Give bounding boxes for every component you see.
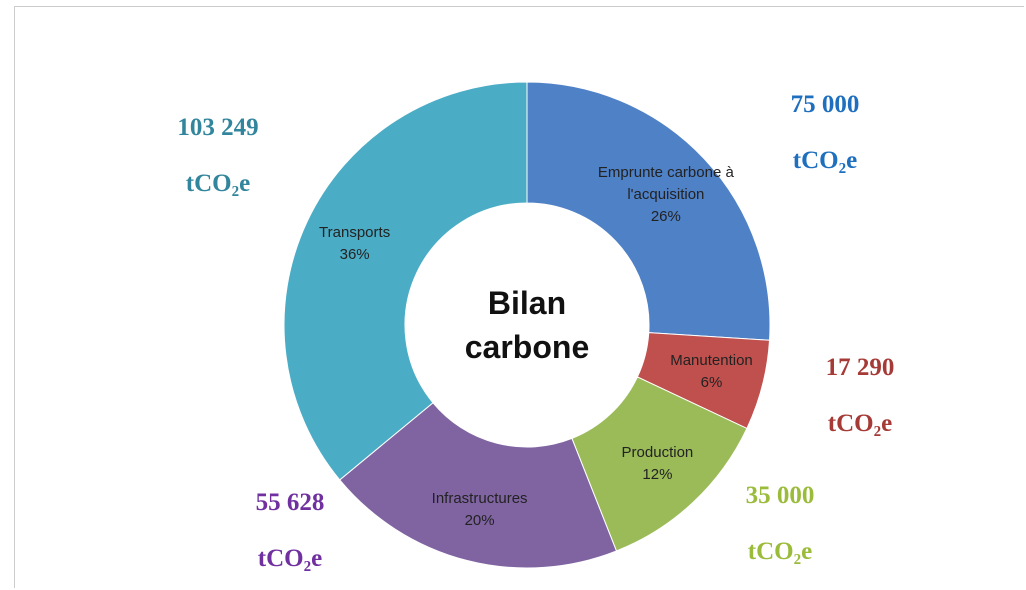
frame bbox=[14, 6, 1024, 588]
emission-label: 55 628 bbox=[255, 489, 325, 516]
segment-label: Transports 36% bbox=[319, 222, 390, 266]
emission-label: 17 290 bbox=[825, 354, 895, 381]
segment-label: Infrastructures 20% bbox=[432, 488, 528, 532]
unit-label: tCO₂e bbox=[827, 410, 893, 437]
category-label: Infrastructures bbox=[431, 489, 528, 507]
category-label: Emprunte carbone à l'acquisition bbox=[597, 163, 734, 203]
emission-label: 75 000 bbox=[790, 91, 860, 118]
unit-label: tCO₂e bbox=[747, 538, 813, 565]
donut-segment bbox=[526, 81, 771, 341]
unit-label: tCO₂e bbox=[792, 147, 858, 174]
category-label: Manutention bbox=[670, 352, 753, 370]
unit-label: tCO₂e bbox=[185, 170, 251, 197]
category-label: Production bbox=[621, 443, 694, 461]
segment-label: Emprunte carbone à l'acquisition 26% bbox=[576, 162, 756, 228]
donut-segment bbox=[571, 376, 748, 552]
unit-label: tCO₂e bbox=[257, 545, 323, 572]
value-label: 12% bbox=[642, 465, 673, 483]
value-label: 26% bbox=[650, 207, 681, 225]
value-label: 20% bbox=[464, 511, 495, 529]
segment-label: Manutention 6% bbox=[670, 350, 753, 394]
emission-label: 103 249 bbox=[177, 114, 259, 141]
emission-label: 35 000 bbox=[745, 482, 815, 509]
donut-segment bbox=[283, 81, 528, 481]
category-label: Transports bbox=[319, 223, 391, 241]
segment-label: Production 12% bbox=[622, 442, 694, 486]
value-label: 36% bbox=[339, 245, 370, 263]
donut-segment bbox=[339, 402, 618, 569]
chart-title: Bilan carbone bbox=[464, 285, 590, 365]
value-label: 6% bbox=[700, 374, 723, 392]
